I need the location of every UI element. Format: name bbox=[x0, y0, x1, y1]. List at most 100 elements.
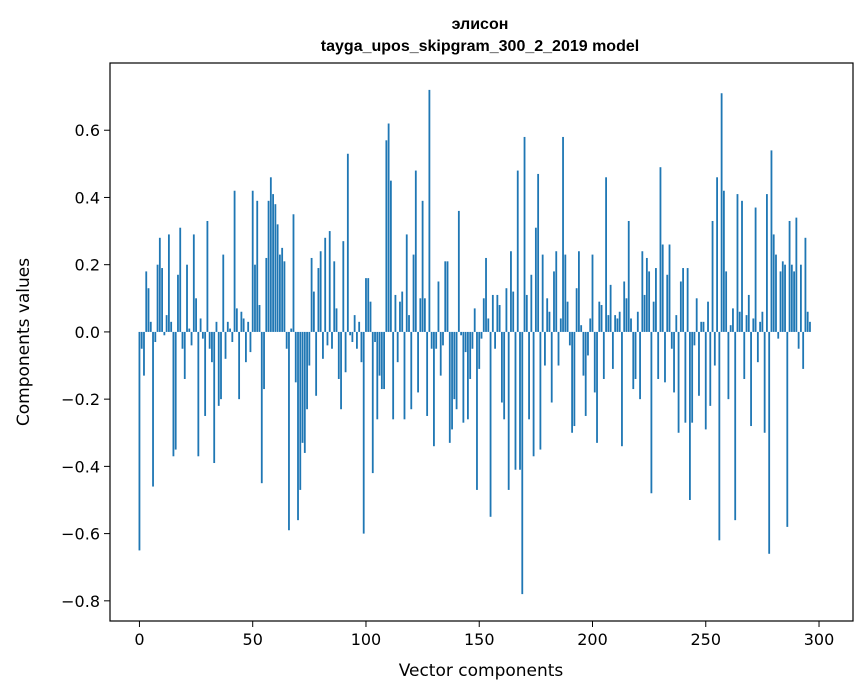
bar-component-133 bbox=[439, 331, 442, 376]
bar-component-28 bbox=[201, 331, 204, 339]
x-tick-label: 250 bbox=[690, 630, 721, 649]
bar-component-112 bbox=[392, 331, 395, 420]
bar-component-44 bbox=[238, 331, 241, 400]
bar-component-90 bbox=[342, 241, 345, 332]
bar-component-48 bbox=[247, 321, 250, 332]
bar-component-242 bbox=[686, 268, 689, 332]
y-tick-label: 0.6 bbox=[75, 121, 100, 140]
bar-component-164 bbox=[510, 251, 512, 332]
y-tick-label: 0.0 bbox=[75, 323, 100, 342]
x-tick-label: 0 bbox=[134, 630, 144, 649]
bar-component-184 bbox=[555, 251, 558, 332]
bar-component-267 bbox=[743, 331, 746, 379]
bar-component-24 bbox=[192, 234, 195, 332]
bar-component-25 bbox=[195, 298, 197, 332]
bar-component-291 bbox=[797, 331, 800, 349]
bar-component-265 bbox=[738, 311, 741, 332]
bar-component-43 bbox=[235, 308, 238, 332]
bar-component-246 bbox=[695, 298, 698, 332]
bar-component-59 bbox=[272, 194, 274, 332]
bar-component-153 bbox=[485, 257, 487, 332]
bar-component-119 bbox=[408, 315, 410, 332]
bar-component-287 bbox=[788, 220, 791, 332]
bar-component-101 bbox=[367, 278, 370, 332]
x-tick-label: 150 bbox=[464, 630, 495, 649]
bar-component-290 bbox=[795, 217, 798, 332]
bar-component-166 bbox=[514, 331, 517, 470]
bar-component-7 bbox=[154, 331, 157, 342]
bar-component-71 bbox=[299, 331, 302, 490]
bar-series bbox=[138, 89, 811, 595]
bar-component-220 bbox=[636, 311, 639, 332]
bar-component-106 bbox=[378, 331, 381, 376]
bar-component-187 bbox=[562, 136, 564, 332]
bar-component-68 bbox=[292, 214, 295, 332]
bar-component-241 bbox=[684, 331, 687, 423]
bar-component-206 bbox=[605, 177, 607, 332]
bar-component-26 bbox=[197, 331, 200, 457]
bar-component-215 bbox=[625, 298, 628, 332]
bar-component-146 bbox=[469, 331, 472, 379]
bar-component-160 bbox=[500, 331, 503, 403]
bar-component-223 bbox=[643, 294, 646, 332]
bar-component-205 bbox=[602, 331, 605, 379]
bar-component-237 bbox=[675, 315, 678, 332]
bar-component-3 bbox=[145, 271, 148, 332]
bar-component-269 bbox=[747, 294, 750, 332]
bar-component-221 bbox=[639, 331, 641, 400]
bar-component-11 bbox=[163, 331, 166, 336]
bar-component-171 bbox=[525, 294, 528, 332]
bar-component-243 bbox=[689, 331, 691, 500]
bar-component-277 bbox=[766, 194, 768, 332]
bar-component-240 bbox=[682, 268, 685, 332]
bar-component-19 bbox=[181, 331, 184, 349]
bar-component-86 bbox=[333, 261, 336, 332]
bar-component-139 bbox=[453, 331, 456, 400]
bar-component-191 bbox=[571, 331, 574, 433]
bar-component-257 bbox=[720, 93, 723, 332]
bar-component-224 bbox=[645, 257, 648, 332]
bar-component-35 bbox=[217, 331, 220, 406]
bar-component-152 bbox=[482, 298, 485, 332]
bar-component-270 bbox=[750, 331, 752, 427]
bar-component-226 bbox=[650, 331, 653, 494]
bar-component-129 bbox=[430, 331, 433, 349]
bar-component-168 bbox=[519, 331, 521, 470]
bar-component-263 bbox=[734, 331, 737, 521]
bar-component-218 bbox=[632, 331, 635, 390]
bar-component-52 bbox=[256, 200, 259, 332]
bar-component-182 bbox=[550, 331, 553, 403]
bar-component-144 bbox=[464, 331, 467, 353]
bar-component-1 bbox=[140, 331, 143, 349]
bar-component-208 bbox=[609, 284, 612, 332]
bar-component-113 bbox=[394, 294, 397, 332]
bar-component-211 bbox=[616, 318, 619, 332]
bar-component-271 bbox=[752, 318, 755, 332]
bar-component-115 bbox=[399, 301, 401, 332]
chart-subtitle: tayga_upos_skipgram_300_2_2019 model bbox=[321, 38, 639, 55]
bar-component-85 bbox=[331, 331, 333, 349]
bar-component-231 bbox=[661, 244, 664, 332]
bar-component-42 bbox=[233, 190, 236, 332]
bar-component-174 bbox=[532, 331, 535, 457]
y-axis-label: Components values bbox=[14, 258, 34, 426]
y-tick-label: −0.8 bbox=[61, 592, 100, 611]
bar-component-286 bbox=[786, 331, 789, 527]
bar-component-55 bbox=[263, 331, 265, 390]
bar-component-154 bbox=[487, 318, 490, 332]
bar-component-256 bbox=[718, 331, 721, 541]
bar-component-188 bbox=[564, 254, 567, 332]
bar-component-282 bbox=[777, 331, 780, 339]
bar-component-169 bbox=[521, 331, 524, 595]
bar-component-27 bbox=[199, 318, 202, 332]
bar-component-251 bbox=[707, 301, 709, 332]
bar-component-138 bbox=[451, 331, 453, 430]
bar-component-258 bbox=[722, 190, 725, 332]
bar-component-18 bbox=[179, 227, 182, 332]
bar-component-255 bbox=[716, 177, 718, 332]
bar-component-16 bbox=[174, 331, 177, 450]
bar-component-123 bbox=[417, 331, 419, 393]
bar-component-288 bbox=[790, 264, 793, 332]
bar-component-229 bbox=[657, 331, 660, 379]
